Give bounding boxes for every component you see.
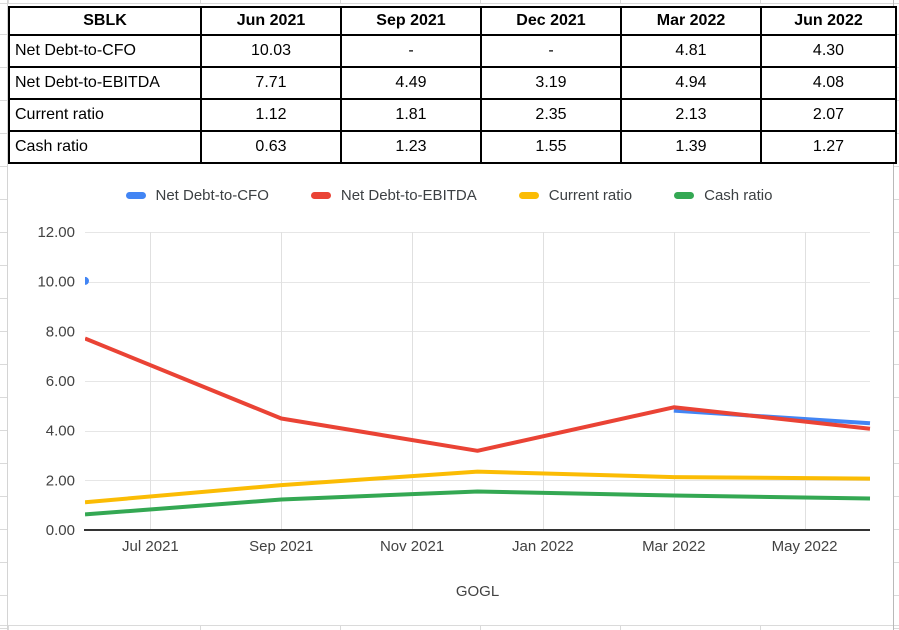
gridlines	[85, 232, 870, 530]
table-cell[interactable]: -	[340, 34, 482, 68]
x-axis-labels: Jul 2021 Sep 2021 Nov 2021 Jan 2022 Mar 2022…	[122, 538, 837, 555]
sheet-gridline	[620, 0, 621, 3]
legend-swatch-icon	[125, 192, 146, 199]
x-tick-label: Jul 2021	[122, 538, 179, 555]
table-cell[interactable]: 4.49	[340, 66, 482, 100]
sheet-row-gridlines-right	[894, 2, 899, 630]
sheet-gridline	[480, 0, 481, 3]
y-tick-label: 2.00	[46, 472, 75, 489]
sheet-gridline	[200, 626, 201, 630]
sheet-gridline	[760, 626, 761, 630]
series-point-net-debt-to-cfo[interactable]	[81, 276, 89, 285]
row-label[interactable]: Net Debt-to-EBITDA	[8, 66, 202, 100]
legend-item-current-ratio[interactable]: Current ratio	[518, 187, 633, 204]
sheet-gridline	[200, 0, 201, 3]
y-tick-label: 10.00	[37, 274, 75, 291]
table-cell[interactable]: 2.13	[620, 98, 762, 132]
series-lines	[81, 276, 871, 517]
ratio-line-chart[interactable]: 0.00 2.00 4.00 6.00 8.00 10.00 12.00 Jul 2021 Se…	[8, 170, 890, 625]
legend-item-net-debt-to-ebitda[interactable]: Net Debt-to-EBITDA	[310, 187, 477, 204]
series-line-current-ratio[interactable]	[85, 469, 871, 505]
column-header[interactable]: Jun 2022	[760, 6, 897, 36]
column-header[interactable]: Mar 2022	[620, 6, 762, 36]
table-cell[interactable]: 1.55	[480, 130, 622, 164]
sheet-gridline	[8, 626, 9, 630]
y-tick-label: 6.00	[46, 373, 75, 390]
table-cell[interactable]: 1.27	[760, 130, 897, 164]
series-line-cash-ratio[interactable]	[85, 489, 871, 517]
x-axis-title: GOGL	[455, 583, 500, 600]
legend-swatch-icon	[518, 192, 539, 199]
table-cell[interactable]: 4.08	[760, 66, 897, 100]
legend-item-cash-ratio[interactable]: Cash ratio	[674, 187, 772, 204]
x-tick-label: Mar 2022	[642, 538, 705, 555]
chart-area[interactable]: Net Debt-to-CFO Net Debt-to-EBITDA Current…	[8, 170, 890, 625]
sheet-gridline	[340, 0, 341, 3]
table-cell[interactable]: 4.81	[620, 34, 762, 68]
y-tick-label: 8.00	[46, 323, 75, 340]
table-cell[interactable]: 4.94	[620, 66, 762, 100]
row-label[interactable]: Net Debt-to-CFO	[8, 34, 202, 68]
legend-label: Cash ratio	[704, 187, 773, 204]
sheet-gridline	[0, 3, 899, 4]
x-tick-label: Jan 2022	[512, 538, 574, 555]
table-cell[interactable]: 1.12	[200, 98, 342, 132]
column-header[interactable]: Dec 2021	[480, 6, 622, 36]
table-cell[interactable]: 1.81	[340, 98, 482, 132]
table-title-cell[interactable]: SBLK	[8, 6, 202, 36]
sheet-gridline	[340, 626, 341, 630]
sheet-row-gridlines-left	[0, 2, 7, 630]
y-axis-labels: 0.00 2.00 4.00 6.00 8.00 10.00 12.00	[37, 224, 75, 539]
sheet-gridline	[0, 625, 899, 626]
ratios-table[interactable]: SBLK Jun 2021 Sep 2021 Dec 2021 Mar 2022 Jun …	[8, 6, 897, 164]
table-cell[interactable]: 3.19	[480, 66, 622, 100]
legend-label: Net Debt-to-CFO	[155, 187, 269, 204]
table-cell[interactable]: 1.39	[620, 130, 762, 164]
table-cell[interactable]: 1.23	[340, 130, 482, 164]
table-cell[interactable]: 7.71	[200, 66, 342, 100]
column-header[interactable]: Jun 2021	[200, 6, 342, 36]
x-tick-label: May 2022	[772, 538, 838, 555]
y-tick-label: 0.00	[46, 522, 75, 539]
series-line-net-debt-to-ebitda[interactable]	[85, 336, 871, 453]
table-cell[interactable]: 4.30	[760, 34, 897, 68]
column-header[interactable]: Sep 2021	[340, 6, 482, 36]
legend-swatch-icon	[310, 192, 331, 199]
y-tick-label: 4.00	[46, 423, 75, 440]
table-cell[interactable]: 2.07	[760, 98, 897, 132]
row-label[interactable]: Current ratio	[8, 98, 202, 132]
table-cell[interactable]: 0.63	[200, 130, 342, 164]
x-tick-label: Nov 2021	[380, 538, 444, 555]
table-cell[interactable]: 10.03	[200, 34, 342, 68]
sheet-gridline	[480, 626, 481, 630]
legend-label: Current ratio	[548, 187, 633, 204]
sheet-gridline	[760, 0, 761, 3]
legend-item-net-debt-to-cfo[interactable]: Net Debt-to-CFO	[125, 187, 269, 204]
sheet-gridline	[620, 626, 621, 630]
table-cell[interactable]: 2.35	[480, 98, 622, 132]
table-cell[interactable]: -	[480, 34, 622, 68]
sheet-gridline	[7, 0, 8, 630]
x-tick-label: Sep 2021	[249, 538, 313, 555]
sheet-gridline	[893, 0, 894, 630]
legend-swatch-icon	[674, 192, 695, 199]
legend-label: Net Debt-to-EBITDA	[340, 187, 477, 204]
chart-legend: Net Debt-to-CFO Net Debt-to-EBITDA Current…	[8, 187, 890, 204]
y-tick-label: 12.00	[37, 224, 75, 241]
sheet-gridline	[8, 0, 9, 3]
row-label[interactable]: Cash ratio	[8, 130, 202, 164]
